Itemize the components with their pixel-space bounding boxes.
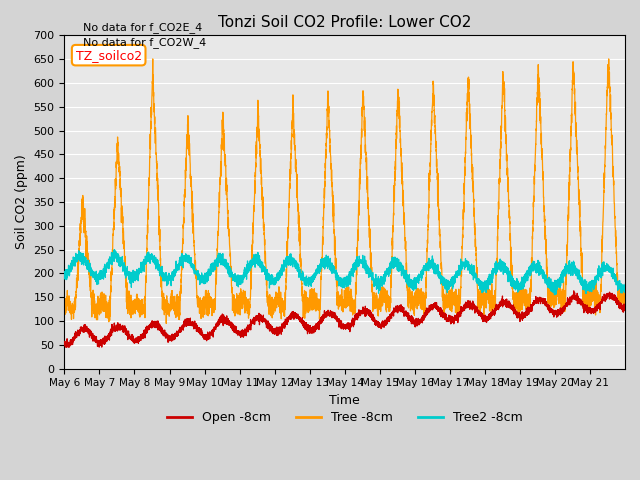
X-axis label: Time: Time [330,394,360,407]
Text: No data for f_CO2E_4: No data for f_CO2E_4 [83,22,202,33]
Y-axis label: Soil CO2 (ppm): Soil CO2 (ppm) [15,155,28,249]
Legend: Open -8cm, Tree -8cm, Tree2 -8cm: Open -8cm, Tree -8cm, Tree2 -8cm [162,406,527,429]
Text: TZ_soilco2: TZ_soilco2 [76,48,141,61]
Text: No data for f_CO2W_4: No data for f_CO2W_4 [83,37,207,48]
Title: Tonzi Soil CO2 Profile: Lower CO2: Tonzi Soil CO2 Profile: Lower CO2 [218,15,472,30]
